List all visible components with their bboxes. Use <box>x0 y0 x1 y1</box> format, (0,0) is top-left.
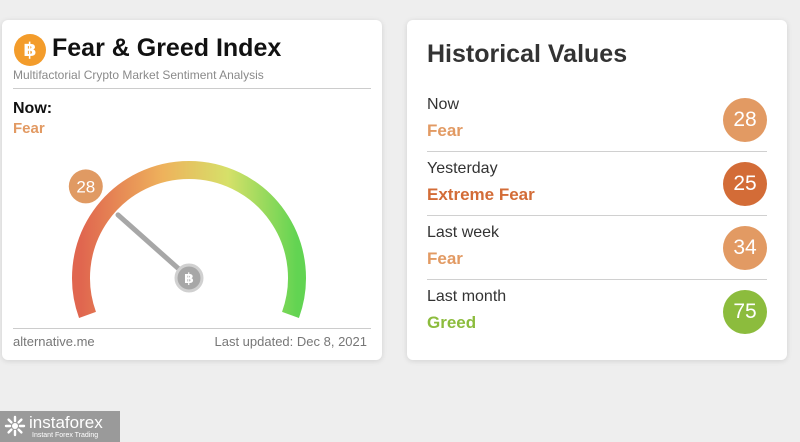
divider <box>427 151 767 152</box>
history-value-badge: 34 <box>723 226 767 270</box>
history-row-yesterday: Yesterday Extreme Fear 25 <box>427 152 767 216</box>
history-period: Last week <box>427 224 500 241</box>
bitcoin-icon: ฿ <box>184 271 194 287</box>
historical-values-card: Historical Values Now Fear 28 Yesterday … <box>407 20 787 360</box>
history-classification: Greed <box>427 313 477 332</box>
history-period: Yesterday <box>427 160 498 177</box>
divider <box>427 279 767 280</box>
bitcoin-logo-icon: ฿ <box>14 34 46 66</box>
card-subtitle: Multifactorial Crypto Market Sentiment A… <box>13 68 264 82</box>
now-classification: Fear <box>13 120 45 137</box>
fear-greed-card: ฿ 28 ฿ Fear & Greed Index Multifactorial… <box>2 20 382 360</box>
gauge: ฿ 28 <box>68 161 306 318</box>
last-updated: Last updated: Dec 8, 2021 <box>214 334 367 349</box>
history-row-last-week: Last week Fear 34 <box>427 216 767 280</box>
history-classification: Fear <box>427 249 463 268</box>
gauge-value-badge <box>68 169 103 204</box>
gauge-value-text: 28 <box>76 177 95 196</box>
history-value-badge: 75 <box>723 290 767 334</box>
instaforex-watermark: instaforex Instant Forex Trading <box>0 411 120 442</box>
gauge-needle <box>115 212 192 281</box>
divider <box>13 328 371 329</box>
history-row-last-month: Last month Greed 75 <box>427 280 767 344</box>
historical-title: Historical Values <box>427 40 628 68</box>
divider <box>427 215 767 216</box>
gauge-arc <box>72 161 306 318</box>
instaforex-logo-icon <box>4 415 26 437</box>
history-period: Last month <box>427 288 507 305</box>
divider <box>13 88 371 89</box>
gauge-hub <box>174 263 204 293</box>
history-row-now: Now Fear 28 <box>427 88 767 152</box>
history-classification: Extreme Fear <box>427 185 535 204</box>
card-title: Fear & Greed Index <box>52 34 282 62</box>
footer-source-link[interactable]: alternative.me <box>13 334 95 349</box>
history-period: Now <box>427 96 460 113</box>
history-classification: Fear <box>427 121 463 140</box>
history-value-badge: 25 <box>723 162 767 206</box>
now-label: Now: <box>13 100 53 117</box>
watermark-brand: instaforex <box>29 413 103 432</box>
history-value-badge: 28 <box>723 98 767 142</box>
watermark-tagline: Instant Forex Trading <box>32 432 99 439</box>
